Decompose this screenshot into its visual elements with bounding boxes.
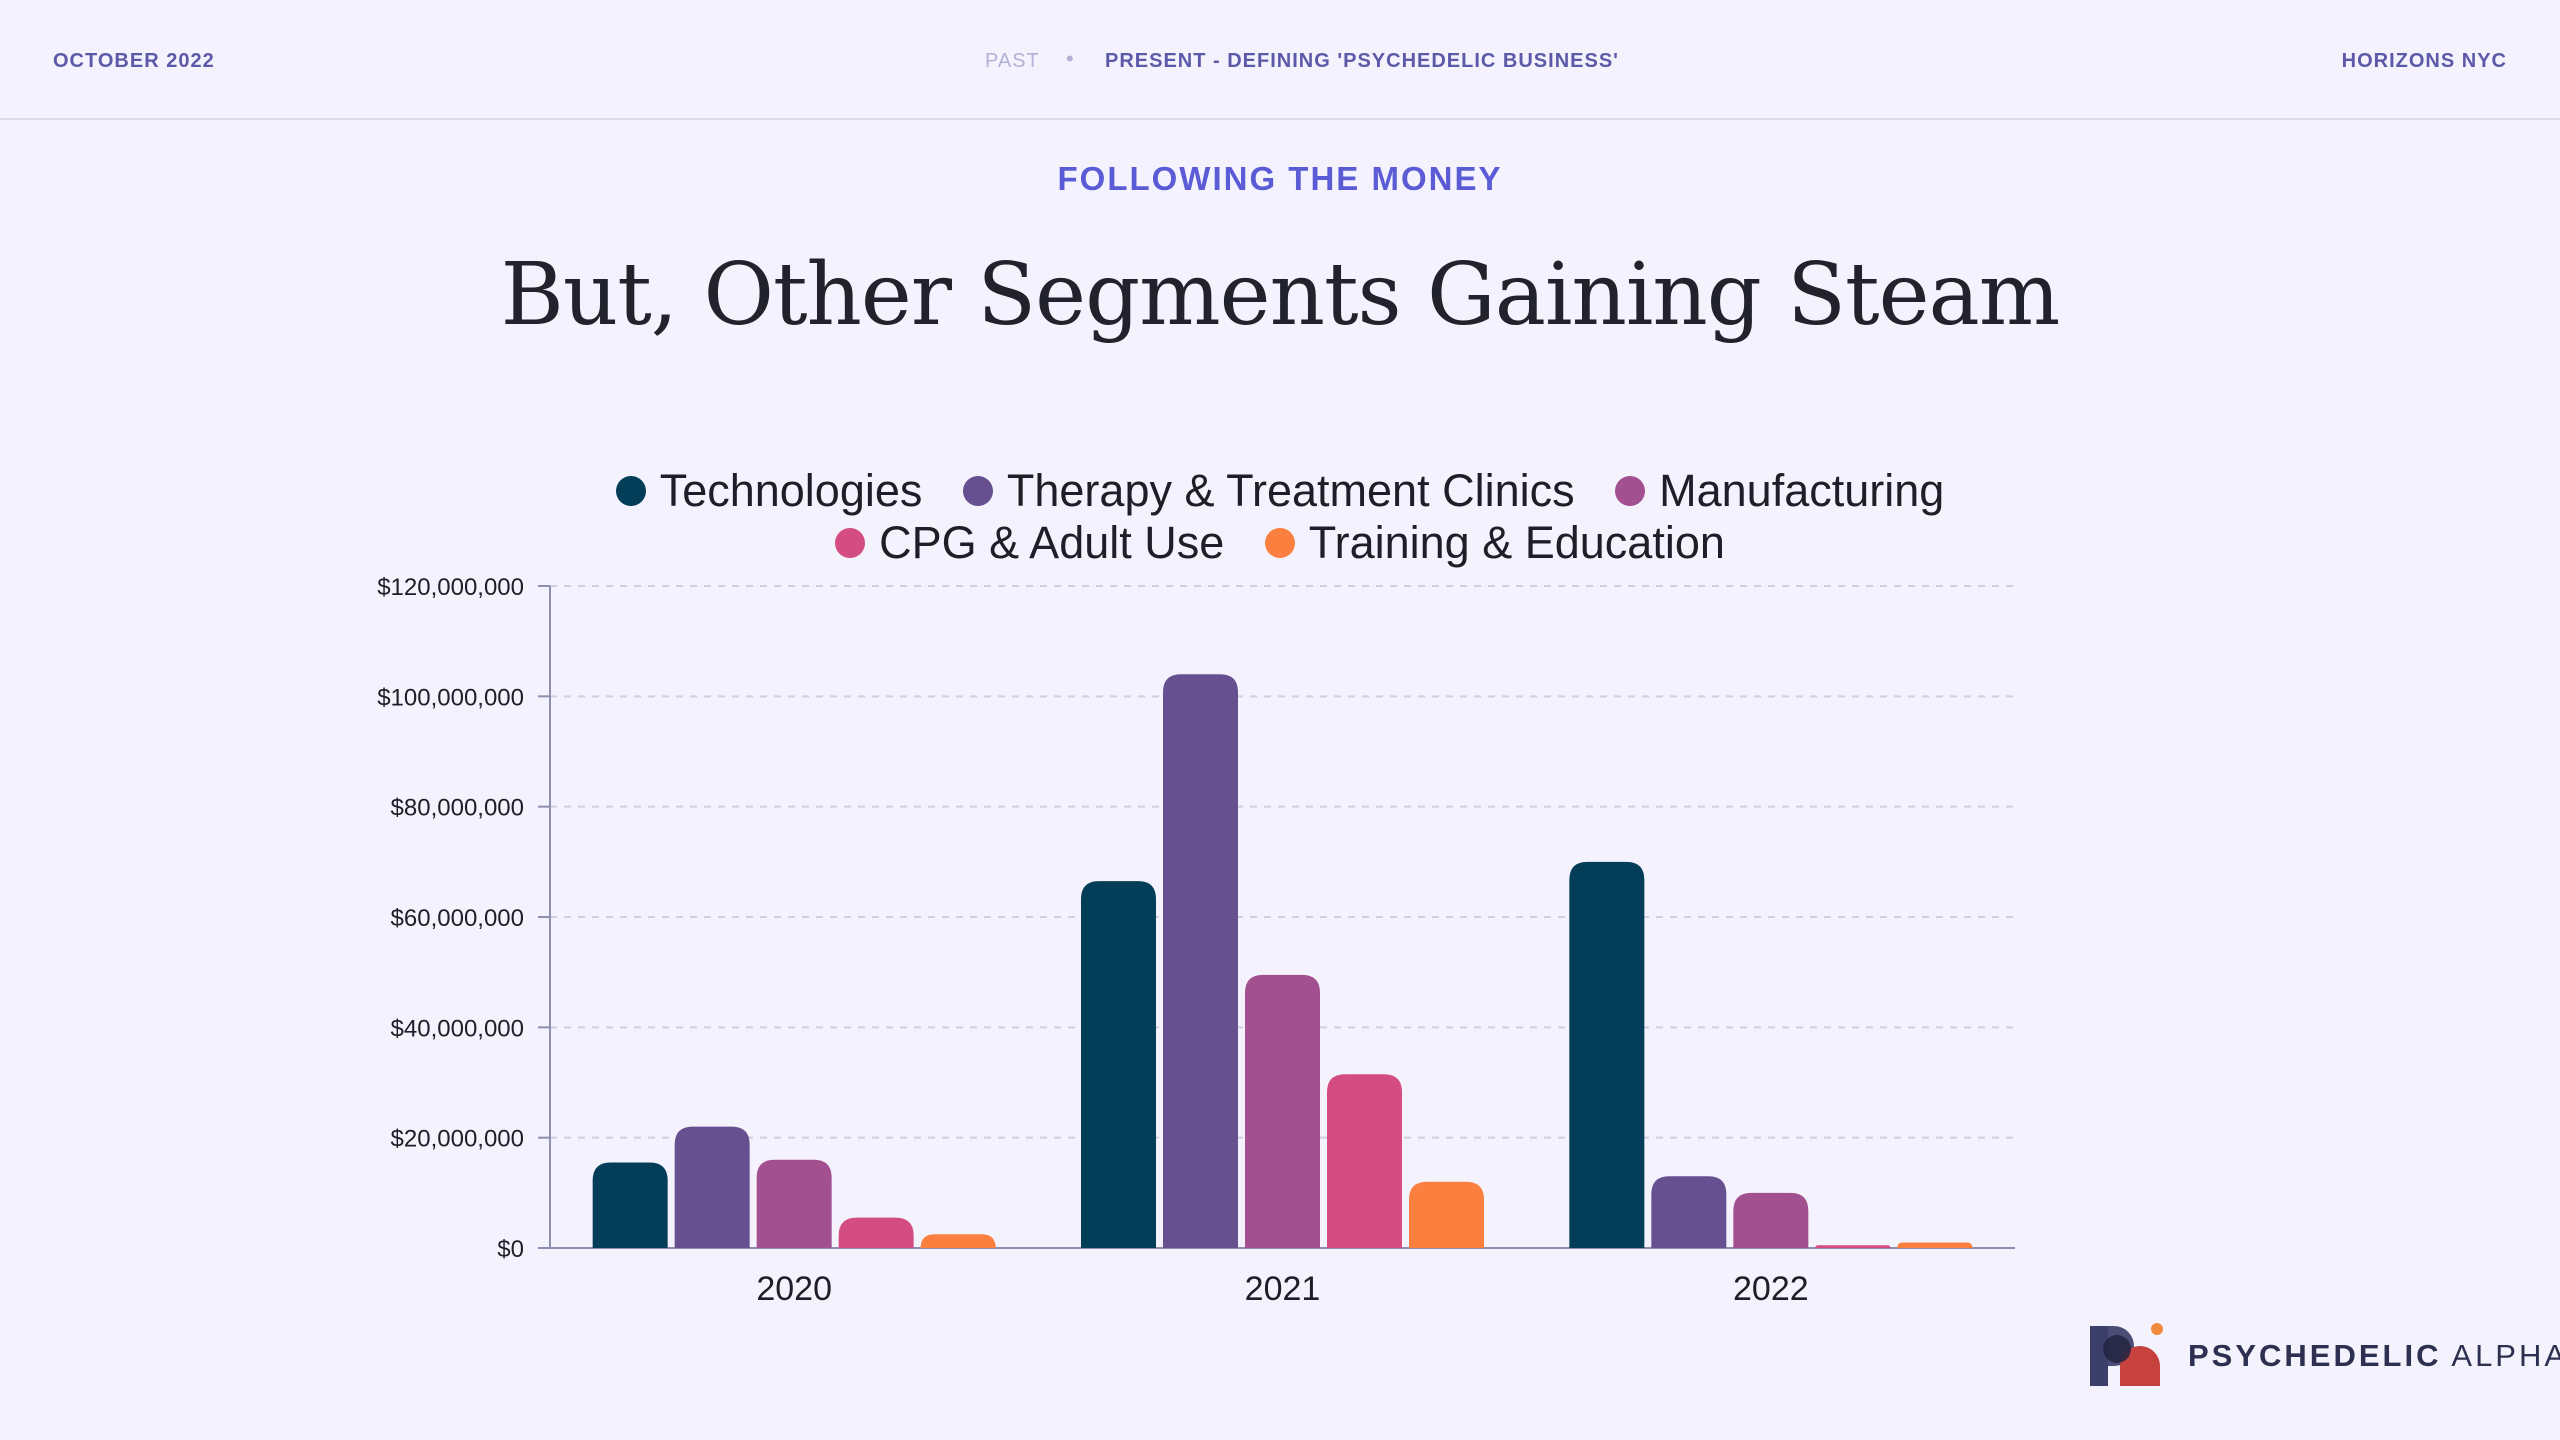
legend-item-technologies: Technologies (615, 465, 923, 517)
legend-label: CPG & Adult Use (879, 517, 1225, 568)
x-tick-label: 2020 (756, 1270, 832, 1308)
legend-label: Therapy & Treatment Clinics (1006, 465, 1575, 516)
bar-therapy-treatment-clinics-2021 (1163, 674, 1238, 1248)
bar-cpg-adult-use-2021 (1327, 1074, 1402, 1248)
bar-technologies-2022 (1569, 861, 1645, 1248)
bar-technologies-2021 (1081, 881, 1156, 1248)
legend-swatch (1615, 476, 1646, 507)
legend-label: Technologies (659, 465, 923, 516)
psychedelic-alpha-logo-icon (2090, 1323, 2163, 1386)
bar-cpg-adult-use-2020 (838, 1217, 914, 1248)
brand-name-bold: PSYCHEDELIC (2188, 1338, 2442, 1373)
y-tick-label: $60,000,000 (391, 905, 524, 932)
bar-therapy-treatment-clinics-2020 (674, 1126, 750, 1248)
legend-label: Training & Education (1308, 517, 1725, 568)
top-bar: OCTOBER 2022 PAST • PRESENT - DEFINING '… (0, 0, 2560, 120)
y-tick-label: $0 (497, 1236, 524, 1263)
bar-manufacturing-2022 (1733, 1192, 1809, 1248)
y-tick-label: $20,000,000 (391, 1126, 524, 1153)
page-title: But, Other Segments Gaining Steam (500, 245, 2061, 345)
legend-row-1: Technologies Therapy & Treatment Clinics… (400, 465, 2160, 517)
legend-item-therapy: Therapy & Treatment Clinics (962, 465, 1575, 517)
y-tick-label: $120,000,000 (377, 574, 524, 601)
date-label: OCTOBER 2022 (53, 50, 215, 72)
chart-legend: Technologies Therapy & Treatment Clinics… (400, 465, 2160, 569)
bar-technologies-2020 (592, 1162, 668, 1248)
legend-swatch (835, 528, 866, 559)
legend-swatch (1264, 528, 1295, 559)
y-tick-label: $100,000,000 (377, 684, 524, 711)
legend-item-cpg: CPG & Adult Use (835, 517, 1224, 569)
legend-swatch (962, 476, 993, 507)
nav-past[interactable]: PAST (985, 50, 1040, 72)
nav-present[interactable]: PRESENT - DEFINING 'PSYCHEDELIC BUSINESS… (1105, 50, 1619, 72)
bar-manufacturing-2021 (1245, 974, 1320, 1248)
bar-manufacturing-2020 (756, 1159, 832, 1248)
bar-therapy-treatment-clinics-2022 (1651, 1176, 1727, 1248)
brand-name: PSYCHEDELIC ALPHA (2188, 1338, 2560, 1374)
legend-item-training: Training & Education (1264, 517, 1725, 569)
bar-training-education-2021 (1409, 1181, 1484, 1248)
nav-separator: • (1066, 46, 1075, 71)
x-tick-label: 2022 (1733, 1270, 1809, 1308)
legend-item-manufacturing: Manufacturing (1615, 465, 1944, 517)
legend-swatch (615, 476, 646, 507)
bar-training-education-2020 (920, 1234, 996, 1248)
x-tick-label: 2021 (1245, 1270, 1321, 1308)
event-label: HORIZONS NYC (2341, 50, 2507, 72)
section-label: FOLLOWING THE MONEY (1057, 160, 1503, 197)
legend-label: Manufacturing (1659, 465, 1945, 516)
bar-cpg-adult-use-2022 (1815, 1245, 1891, 1248)
y-tick-label: $40,000,000 (391, 1015, 524, 1042)
brand-name-light: ALPHA (2451, 1338, 2560, 1373)
legend-row-2: CPG & Adult Use Training & Education (400, 517, 2160, 569)
y-tick-label: $80,000,000 (391, 795, 524, 822)
bar-training-education-2022 (1897, 1242, 1973, 1248)
